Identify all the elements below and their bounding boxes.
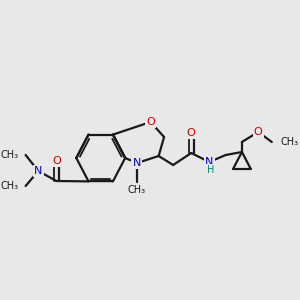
Text: O: O: [187, 128, 196, 138]
Text: CH₃: CH₃: [281, 137, 299, 147]
Text: N: N: [133, 158, 141, 168]
Text: O: O: [254, 127, 262, 137]
Text: CH₃: CH₃: [128, 185, 146, 195]
Text: O: O: [52, 156, 61, 166]
Text: N: N: [34, 166, 43, 176]
Text: H: H: [207, 165, 214, 175]
Text: CH₃: CH₃: [0, 150, 18, 160]
Text: N: N: [205, 157, 214, 167]
Text: O: O: [146, 117, 155, 127]
Text: CH₃: CH₃: [0, 181, 18, 191]
